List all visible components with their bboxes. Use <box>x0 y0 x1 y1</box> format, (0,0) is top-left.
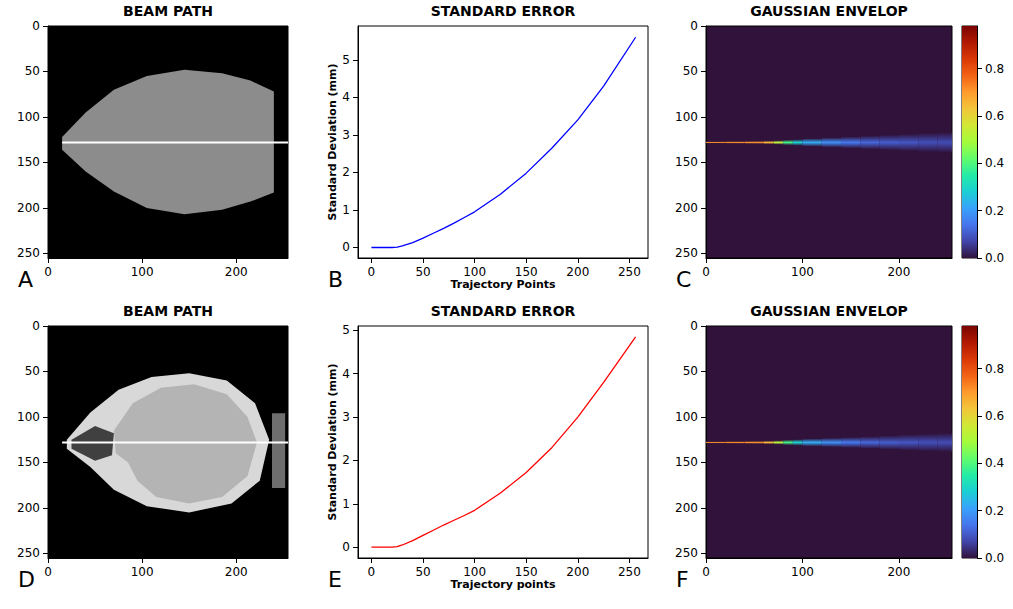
svg-text:0: 0 <box>44 565 52 579</box>
svg-text:150: 150 <box>515 565 538 579</box>
svg-text:150: 150 <box>17 155 40 169</box>
svg-text:0.2: 0.2 <box>985 204 1004 218</box>
svg-text:250: 250 <box>17 246 40 260</box>
svg-text:BEAM PATH: BEAM PATH <box>123 3 213 19</box>
svg-text:0.6: 0.6 <box>985 109 1004 123</box>
svg-text:0: 0 <box>44 265 52 279</box>
svg-text:0: 0 <box>702 565 710 579</box>
svg-text:150: 150 <box>675 155 698 169</box>
svg-text:1: 1 <box>342 203 350 217</box>
svg-text:A: A <box>18 267 33 292</box>
svg-text:E: E <box>328 567 342 592</box>
svg-text:0.0: 0.0 <box>985 551 1004 565</box>
svg-text:3: 3 <box>342 128 350 142</box>
svg-text:200: 200 <box>887 265 910 279</box>
svg-text:GAUSSIAN ENVELOP: GAUSSIAN ENVELOP <box>750 303 908 319</box>
svg-text:0: 0 <box>690 19 698 33</box>
svg-text:150: 150 <box>515 265 538 279</box>
svg-text:100: 100 <box>131 265 154 279</box>
svg-text:5: 5 <box>342 53 350 67</box>
svg-text:250: 250 <box>675 246 698 260</box>
svg-text:250: 250 <box>17 546 40 560</box>
svg-text:50: 50 <box>415 565 430 579</box>
svg-text:50: 50 <box>415 265 430 279</box>
svg-text:200: 200 <box>566 565 589 579</box>
svg-text:100: 100 <box>675 410 698 424</box>
svg-text:150: 150 <box>17 455 40 469</box>
svg-text:4: 4 <box>342 90 350 104</box>
svg-text:Standard Deviation (mm): Standard Deviation (mm) <box>326 363 339 520</box>
svg-text:100: 100 <box>131 565 154 579</box>
svg-text:100: 100 <box>463 565 486 579</box>
svg-text:0.6: 0.6 <box>985 409 1004 423</box>
svg-text:0.8: 0.8 <box>985 362 1004 376</box>
svg-text:200: 200 <box>566 265 589 279</box>
svg-text:200: 200 <box>225 265 248 279</box>
svg-text:2: 2 <box>342 453 350 467</box>
svg-text:B: B <box>328 267 343 292</box>
svg-text:0: 0 <box>702 265 710 279</box>
svg-text:50: 50 <box>683 64 698 78</box>
svg-text:Trajectory points: Trajectory points <box>451 578 556 591</box>
svg-text:0: 0 <box>342 540 350 554</box>
svg-text:1: 1 <box>342 497 350 511</box>
svg-text:50: 50 <box>683 364 698 378</box>
svg-text:0: 0 <box>32 319 40 333</box>
svg-text:Standard Deviation (mm): Standard Deviation (mm) <box>326 63 339 220</box>
svg-text:4: 4 <box>342 367 350 381</box>
svg-text:STANDARD ERROR: STANDARD ERROR <box>431 303 576 319</box>
svg-text:100: 100 <box>791 565 814 579</box>
svg-text:200: 200 <box>675 201 698 215</box>
svg-text:0: 0 <box>32 19 40 33</box>
svg-text:200: 200 <box>675 501 698 515</box>
svg-text:250: 250 <box>618 565 641 579</box>
svg-text:50: 50 <box>25 364 40 378</box>
svg-text:GAUSSIAN ENVELOP: GAUSSIAN ENVELOP <box>750 3 908 19</box>
svg-text:0: 0 <box>368 565 376 579</box>
svg-text:C: C <box>676 267 691 292</box>
svg-text:STANDARD ERROR: STANDARD ERROR <box>431 3 576 19</box>
svg-text:150: 150 <box>675 455 698 469</box>
svg-text:0.8: 0.8 <box>985 62 1004 76</box>
svg-text:200: 200 <box>17 501 40 515</box>
svg-text:0.0: 0.0 <box>985 251 1004 265</box>
svg-text:0: 0 <box>690 319 698 333</box>
svg-text:250: 250 <box>618 265 641 279</box>
svg-text:100: 100 <box>791 265 814 279</box>
svg-text:3: 3 <box>342 410 350 424</box>
svg-text:0.2: 0.2 <box>985 504 1004 518</box>
svg-text:0.4: 0.4 <box>985 156 1004 170</box>
svg-text:0: 0 <box>342 240 350 254</box>
svg-text:100: 100 <box>675 110 698 124</box>
svg-text:BEAM PATH: BEAM PATH <box>123 303 213 319</box>
svg-text:2: 2 <box>342 165 350 179</box>
svg-text:0.4: 0.4 <box>985 456 1004 470</box>
svg-text:100: 100 <box>17 410 40 424</box>
svg-text:100: 100 <box>463 265 486 279</box>
svg-text:F: F <box>676 567 689 592</box>
svg-text:0: 0 <box>368 265 376 279</box>
svg-text:D: D <box>18 567 35 592</box>
svg-text:200: 200 <box>887 565 910 579</box>
svg-text:5: 5 <box>342 323 350 337</box>
svg-text:200: 200 <box>17 201 40 215</box>
svg-text:250: 250 <box>675 546 698 560</box>
svg-text:Trajectory Points: Trajectory Points <box>450 278 556 291</box>
svg-text:50: 50 <box>25 64 40 78</box>
svg-text:200: 200 <box>225 565 248 579</box>
svg-text:100: 100 <box>17 110 40 124</box>
